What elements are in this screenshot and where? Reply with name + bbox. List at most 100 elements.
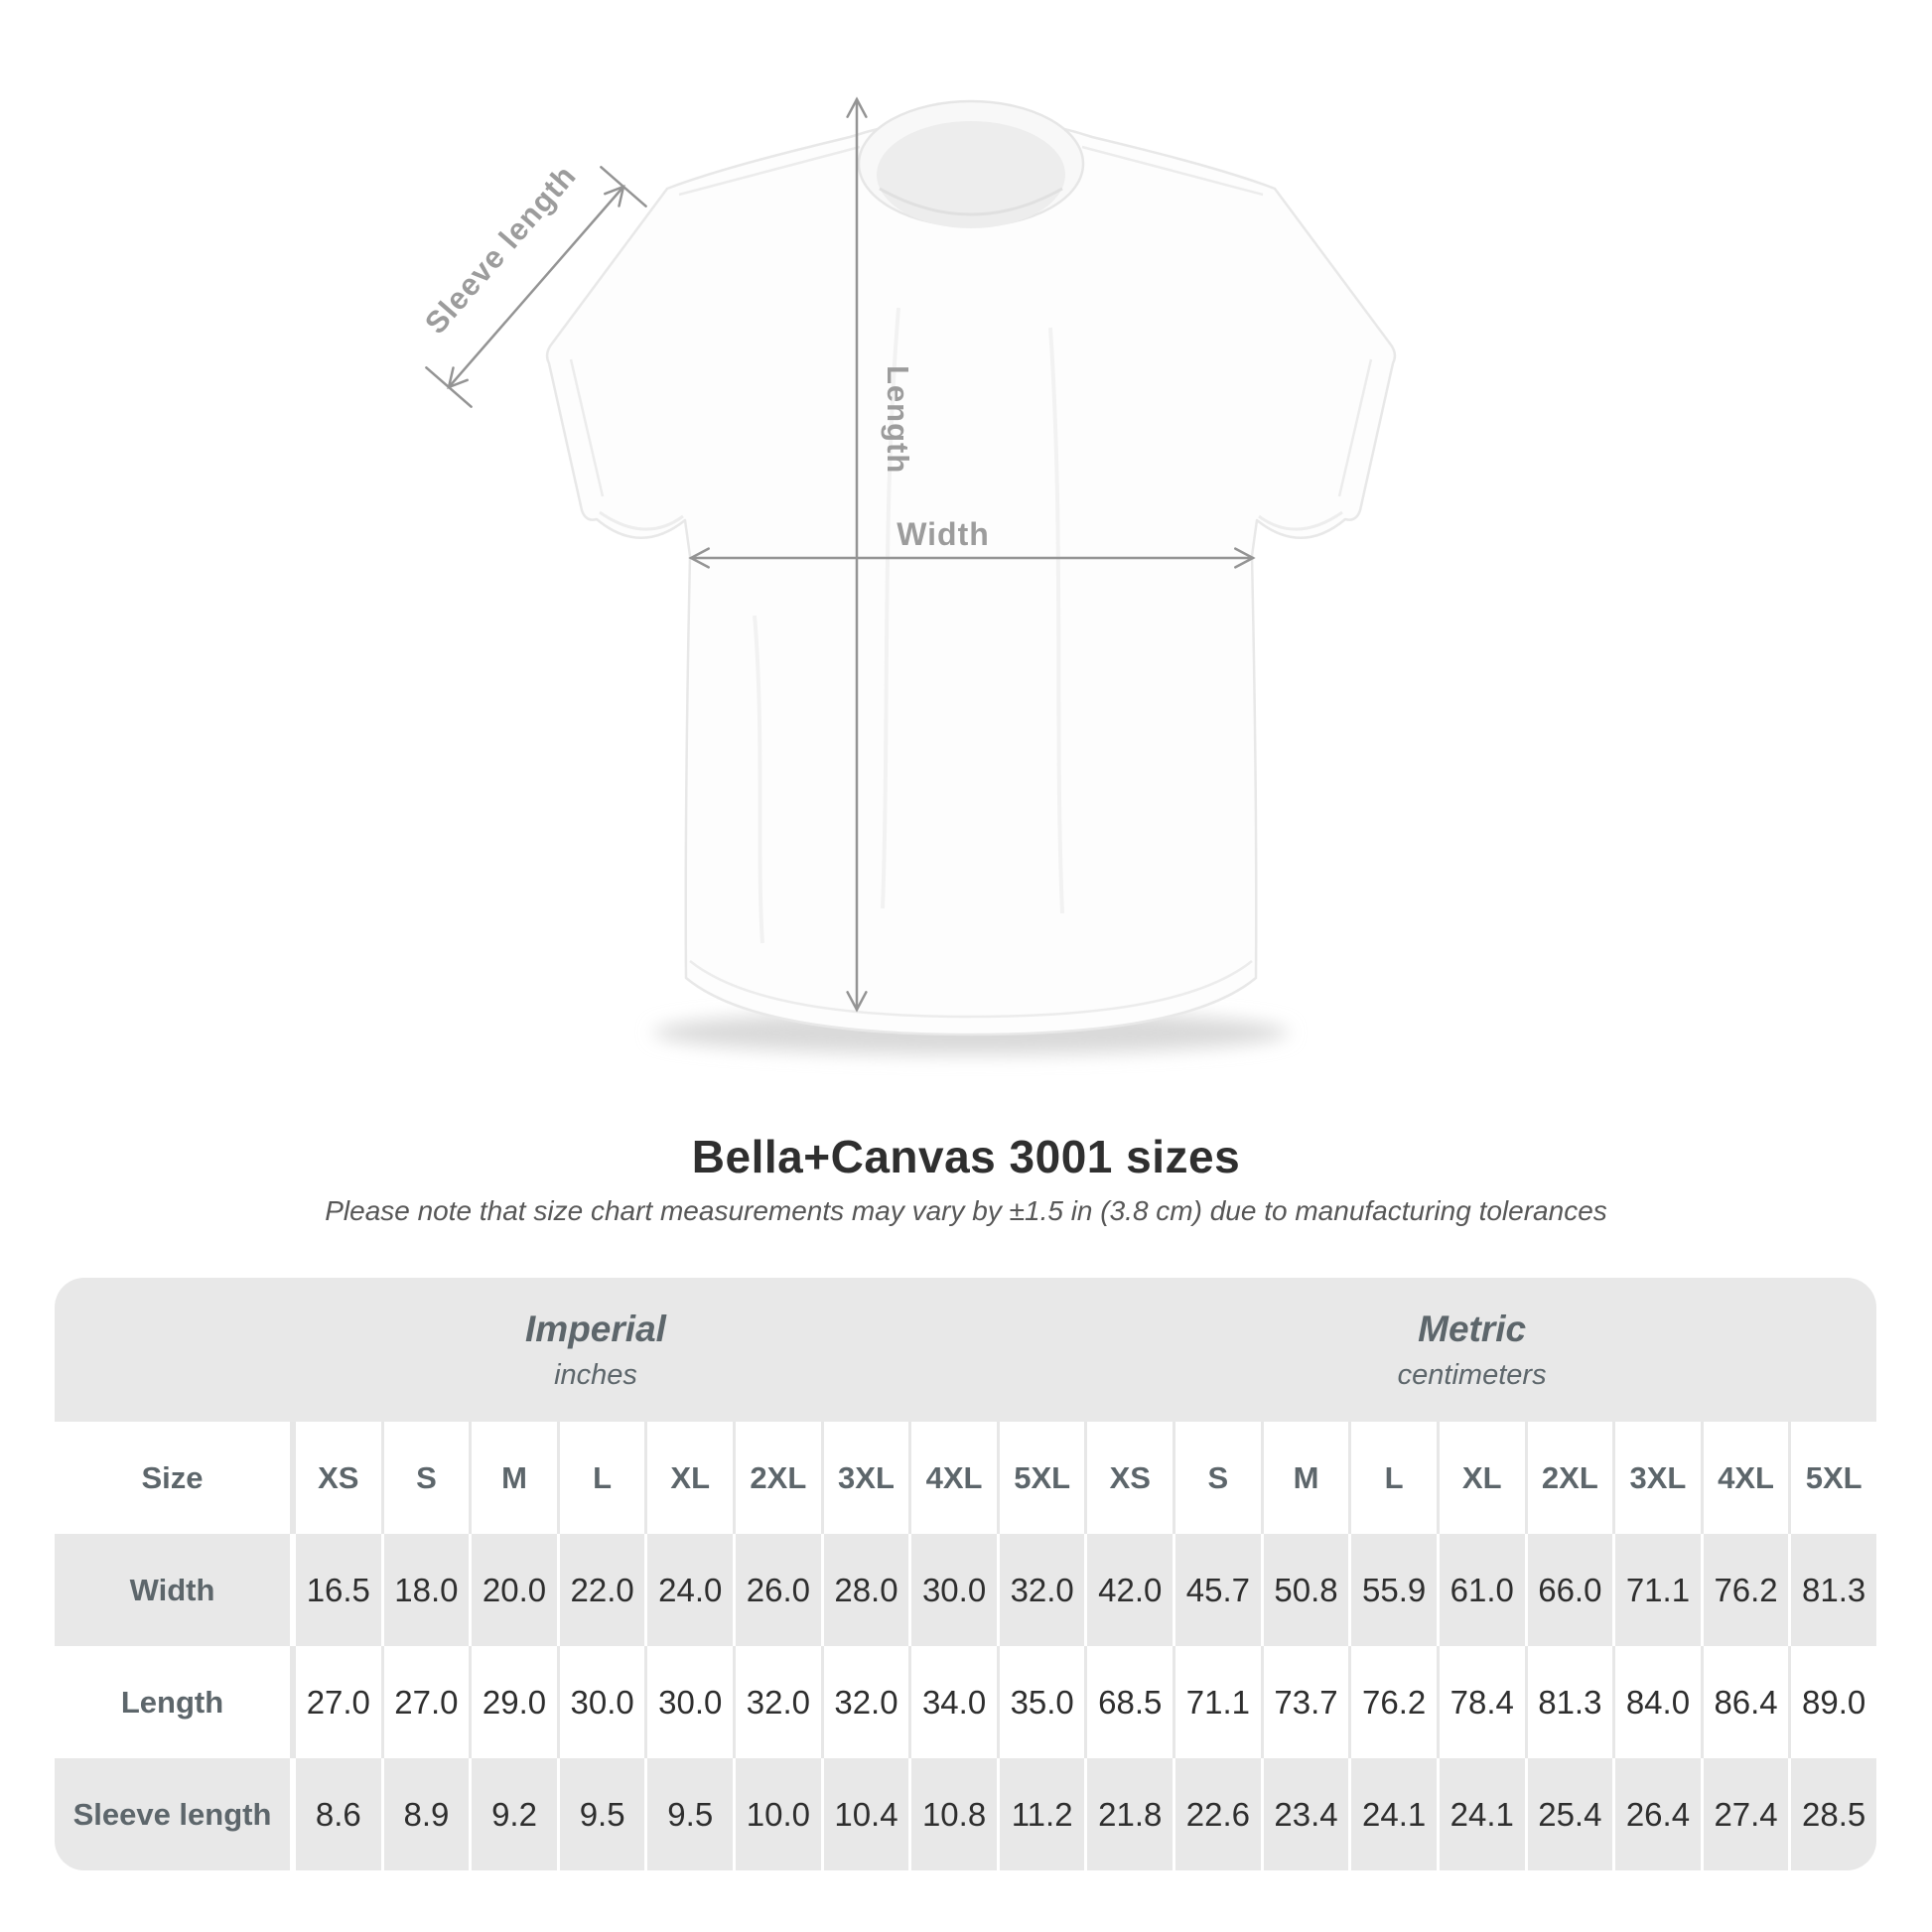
col-header-imperial-xl: XL [644,1422,733,1534]
table-cell: 10.0 [733,1758,821,1870]
col-header-imperial-l: L [556,1422,645,1534]
table-cell: 68.5 [1084,1646,1173,1758]
cuff-seam-right [1337,358,1373,497]
table-cell: 71.1 [1173,1646,1261,1758]
table-row-length: Length 27.0 27.0 29.0 30.0 30.0 32.0 32.… [55,1646,1876,1758]
hem-seam [689,960,1253,1019]
table-cell: 30.0 [908,1534,997,1646]
table-cell: 32.0 [996,1534,1085,1646]
imperial-unit: inches [554,1358,637,1391]
page-title: Bella+Canvas 3001 sizes [691,1131,1241,1182]
table-cell: 76.2 [1348,1646,1437,1758]
shoulder-seam-left [678,145,861,197]
col-header-imperial-m: M [469,1422,557,1534]
table-cell: 21.8 [1084,1758,1173,1870]
table-cell: 16.5 [290,1534,381,1646]
row-label-sleeve-length: Sleeve length [72,1796,272,1832]
metric-unit: centimeters [1397,1358,1547,1391]
table-cell: 18.0 [380,1534,470,1646]
col-header-metric-4xl: 4XL [1700,1422,1789,1534]
table-cell: 22.6 [1173,1758,1261,1870]
col-header-metric-xl: XL [1436,1422,1525,1534]
shoulder-seam-right [1081,145,1264,197]
table-cell: 55.9 [1348,1534,1437,1646]
sleeve-fold-right [1258,510,1343,531]
table-cell: 28.0 [820,1534,909,1646]
table-cell: 34.0 [908,1646,997,1758]
col-header-imperial-4xl: 4XL [908,1422,997,1534]
table-cell: 27.0 [290,1646,381,1758]
table-cell: 24.0 [644,1534,733,1646]
unit-header-band: Imperial inches Metric centimeters [55,1278,1876,1422]
col-header-imperial-xs: XS [290,1422,381,1534]
wrinkle-lines [753,307,1064,944]
col-header-metric-s: S [1173,1422,1261,1534]
col-header-metric-l: L [1348,1422,1437,1534]
table-cell: 84.0 [1612,1646,1701,1758]
table-row-width: Width 16.5 18.0 20.0 22.0 24.0 26.0 28.0… [55,1534,1876,1646]
table-cell: 25.4 [1524,1758,1613,1870]
sleeve-length-tick-top [600,166,647,207]
width-arrowhead-right [1234,547,1256,569]
size-header-row: Size XS S M L XL 2XL 3XL 4XL 5XL XS S M … [55,1422,1876,1534]
table-cell: 27.4 [1700,1758,1789,1870]
row-label-width: Width [129,1572,215,1607]
col-header-imperial-2xl: 2XL [733,1422,821,1534]
tshirt-figure [545,99,1397,1036]
table-cell: 8.9 [380,1758,470,1870]
sleeve-fold-left [599,510,684,531]
row-label-length: Length [120,1684,224,1720]
table-cell: 32.0 [733,1646,821,1758]
col-header-metric-xs: XS [1084,1422,1173,1534]
tshirt-measurement-diagram: Sleeve length Length Width [418,96,1397,1054]
table-cell: 81.3 [1524,1646,1613,1758]
table-cell: 61.0 [1436,1534,1525,1646]
table-cell: 76.2 [1700,1534,1789,1646]
collar-opening [877,121,1065,228]
col-header-metric-3xl: 3XL [1612,1422,1701,1534]
table-cell: 42.0 [1084,1534,1173,1646]
tshirt-body [545,115,1397,1036]
table-cell: 29.0 [469,1646,557,1758]
col-header-metric-2xl: 2XL [1524,1422,1613,1534]
imperial-header: Imperial inches [525,1309,666,1392]
table-row-sleeve-length: Sleeve length 8.6 8.9 9.2 9.5 9.5 10.0 1… [55,1758,1876,1870]
page-subtitle: Please note that size chart measurements… [325,1195,1607,1226]
size-table: Imperial inches Metric centimeters Size … [55,1278,1876,1870]
length-arrow [846,96,868,1013]
table-cell: 81.3 [1788,1534,1876,1646]
size-column-label: Size [141,1459,204,1495]
table-cell: 20.0 [469,1534,557,1646]
table-cell: 71.1 [1612,1534,1701,1646]
width-arrow [688,547,1256,569]
table-cell: 10.4 [820,1758,909,1870]
col-header-metric-5xl: 5XL [1788,1422,1876,1534]
imperial-title: Imperial [525,1308,666,1349]
table-cell: 10.8 [908,1758,997,1870]
collar-inner-shadow [879,187,1063,216]
col-header-imperial-3xl: 3XL [820,1422,909,1534]
table-cell: 30.0 [644,1646,733,1758]
sleeve-length-tick-bottom [425,366,473,408]
length-arrowhead-bottom [846,991,868,1013]
width-label: Width [897,516,990,552]
sleeve-length-label: Sleeve length [418,158,583,341]
table-cell: 11.2 [996,1758,1085,1870]
table-cell: 27.0 [380,1646,470,1758]
metric-header: Metric centimeters [1398,1309,1547,1392]
cuff-seam-left [569,358,605,497]
table-cell: 9.5 [556,1758,645,1870]
table-cell: 9.5 [644,1758,733,1870]
table-cell: 8.6 [290,1758,381,1870]
table-cell: 26.0 [733,1534,821,1646]
table-cell: 26.4 [1612,1758,1701,1870]
col-header-imperial-s: S [380,1422,470,1534]
table-cell: 28.5 [1788,1758,1876,1870]
length-arrowhead-top [846,96,868,118]
sleeve-length-line [447,185,625,389]
table-cell: 78.4 [1436,1646,1525,1758]
table-cell: 9.2 [469,1758,557,1870]
table-cell: 30.0 [556,1646,645,1758]
width-arrowhead-left [688,547,710,569]
